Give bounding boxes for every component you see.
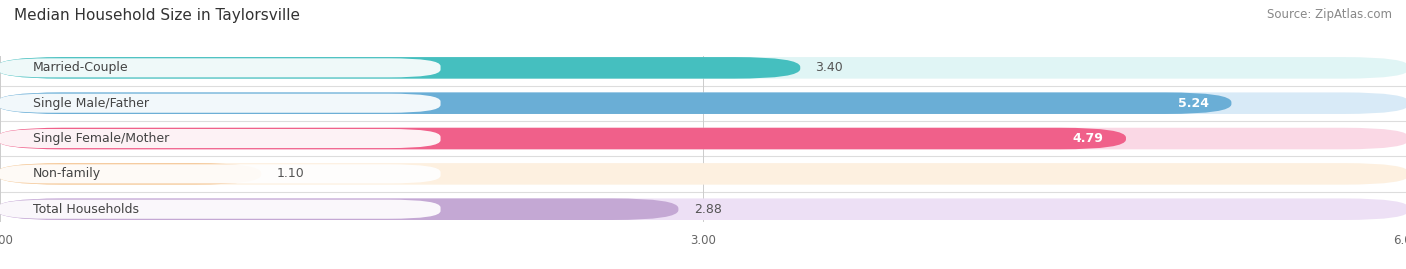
Text: 1.10: 1.10 [277,167,304,180]
FancyBboxPatch shape [0,128,1126,149]
Text: Single Female/Mother: Single Female/Mother [32,132,169,145]
FancyBboxPatch shape [0,163,262,185]
Text: Non-family: Non-family [32,167,101,180]
Text: Total Households: Total Households [32,203,139,216]
Text: Median Household Size in Taylorsville: Median Household Size in Taylorsville [14,8,299,23]
FancyBboxPatch shape [0,199,678,220]
Text: 3.40: 3.40 [815,61,844,74]
FancyBboxPatch shape [0,57,1406,79]
FancyBboxPatch shape [0,163,1406,185]
Text: 4.79: 4.79 [1073,132,1104,145]
FancyBboxPatch shape [0,94,440,113]
Text: 5.24: 5.24 [1178,97,1209,110]
FancyBboxPatch shape [0,58,440,77]
FancyBboxPatch shape [0,164,440,183]
FancyBboxPatch shape [0,93,1406,114]
FancyBboxPatch shape [0,199,1406,220]
Text: Source: ZipAtlas.com: Source: ZipAtlas.com [1267,8,1392,21]
FancyBboxPatch shape [0,57,800,79]
Text: Single Male/Father: Single Male/Father [32,97,149,110]
FancyBboxPatch shape [0,128,1406,149]
FancyBboxPatch shape [0,200,440,219]
FancyBboxPatch shape [0,93,1232,114]
Text: Married-Couple: Married-Couple [32,61,128,74]
FancyBboxPatch shape [0,129,440,148]
Text: 2.88: 2.88 [693,203,721,216]
